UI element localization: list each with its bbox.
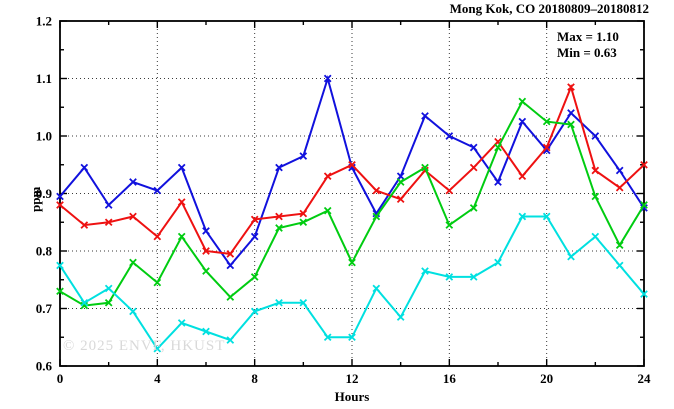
x-tick-label: 0 xyxy=(57,371,64,386)
x-tick-label: 16 xyxy=(443,371,457,386)
red-line-markers xyxy=(56,83,648,258)
x-tick-label: 8 xyxy=(251,371,258,386)
green-line xyxy=(59,99,645,307)
plot-frame xyxy=(59,20,645,367)
y-tick-label: 1.2 xyxy=(36,14,52,29)
y-tick-label: 0.8 xyxy=(36,244,53,259)
x-tick-label: 12 xyxy=(346,371,359,386)
x-axis-label: Hours xyxy=(334,389,370,404)
y-tick-label: 0.6 xyxy=(36,359,53,374)
green-line-markers xyxy=(56,97,648,310)
y-tick-label: 1.1 xyxy=(36,71,52,86)
x-tick-label: 4 xyxy=(154,371,161,386)
y-tick-label: 1.0 xyxy=(36,129,52,144)
cyan-line-markers xyxy=(56,212,648,353)
blue-line-markers xyxy=(56,74,648,270)
y-axis-label: ppm xyxy=(28,186,43,212)
x-tick-label: 20 xyxy=(540,371,553,386)
cyan-line xyxy=(59,215,645,351)
chart-title: Mong Kok, CO 20180809–20180812 xyxy=(449,1,649,16)
red-line xyxy=(59,84,645,255)
max-annotation: Max = 1.10 xyxy=(557,29,619,44)
y-tick-label: 0.7 xyxy=(36,301,53,316)
stats-annotation: Max = 1.10 Min = 0.63 xyxy=(557,29,619,61)
y-tick-label: 0.9 xyxy=(36,186,53,201)
watermark-text: © 2025 ENVF, HKUST xyxy=(63,338,226,354)
x-tick-label: 24 xyxy=(638,371,652,386)
min-annotation: Min = 0.63 xyxy=(557,45,617,60)
